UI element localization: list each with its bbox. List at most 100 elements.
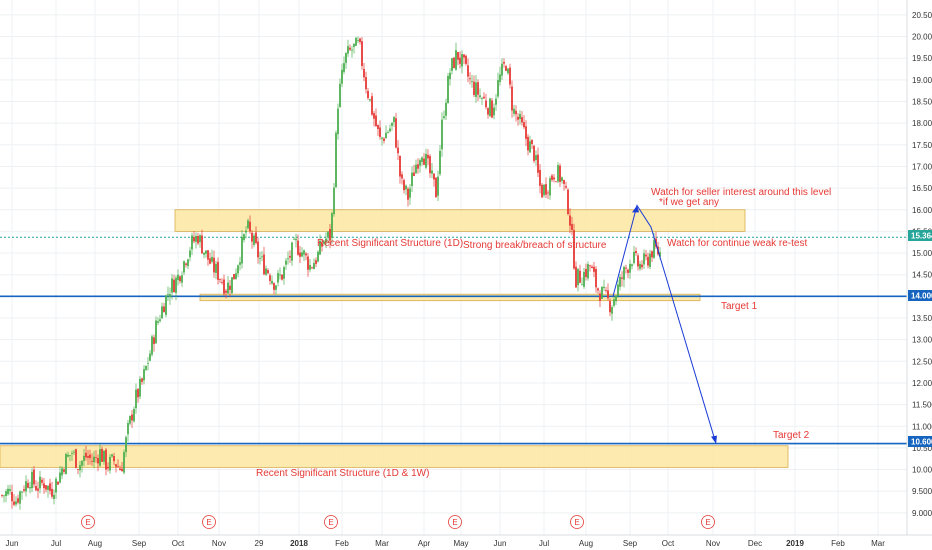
candle-body [451, 58, 453, 71]
projection-path [612, 204, 717, 444]
candle-body [585, 269, 587, 278]
candle-body [45, 485, 47, 490]
candle-body [87, 456, 89, 458]
candle-body [511, 86, 513, 111]
candle-body [289, 255, 291, 258]
candle-body [601, 286, 603, 299]
candle-body [487, 108, 489, 115]
annotation-seller-interest: Watch for seller interest around this le… [651, 187, 831, 198]
candle-body [505, 66, 507, 71]
x-tick-label: Dec [748, 539, 762, 548]
price-tag-target: 10.600 [908, 436, 932, 447]
candle-body [317, 251, 319, 262]
candle-body [267, 270, 269, 274]
candle-body [527, 136, 529, 151]
candle-body [327, 231, 329, 238]
candle-body [183, 261, 185, 273]
candle-body [431, 170, 433, 174]
candle-body [85, 452, 87, 458]
x-tick-label: Sep [132, 539, 147, 548]
candle-body [529, 141, 531, 153]
candle-body [57, 481, 59, 485]
candle-body [373, 113, 375, 119]
candle-body [181, 275, 183, 283]
earnings-marker-circle [324, 515, 338, 529]
y-tick-label: 19.500 [912, 54, 932, 63]
candle-body [613, 299, 615, 306]
projection-peak-arrowhead [632, 205, 639, 213]
price-tag-target-label: 10.600 [911, 438, 932, 447]
x-tick-label: 29 [255, 539, 264, 548]
candle-body [471, 80, 473, 82]
candle-body [65, 453, 67, 475]
candle-body [339, 83, 341, 107]
candle-body [321, 243, 323, 247]
candle-body [245, 230, 247, 233]
candle-body [555, 181, 557, 183]
candle-body [633, 251, 635, 264]
candle-body [499, 74, 501, 82]
candle-body [485, 100, 487, 108]
candle-body [615, 295, 617, 302]
candle-body [497, 80, 499, 97]
candle-body [247, 220, 249, 229]
candle-body [369, 99, 371, 101]
candle-body [477, 82, 479, 95]
candle-body [605, 290, 607, 291]
candle-body [603, 286, 605, 288]
candle-body [641, 264, 643, 268]
structure-zones [0, 209, 789, 468]
candle-body [561, 177, 563, 181]
candle-body [165, 295, 167, 315]
candle-body [381, 137, 383, 139]
candle-body [7, 488, 9, 495]
candle-body [347, 46, 349, 54]
candle-body [121, 468, 123, 472]
candle-body [329, 229, 331, 241]
candle-body [515, 110, 517, 115]
candle-body [319, 240, 321, 255]
candle-body [31, 471, 33, 489]
candle-body [355, 37, 357, 46]
candle-body [133, 408, 135, 422]
candle-body [301, 252, 303, 257]
candle-body [425, 153, 427, 168]
x-axis[interactable]: Jun Jul Aug Sep Oct Nov 29 2018 Feb Mar Apr May Jun J… [6, 539, 886, 548]
candle-body [423, 158, 425, 165]
candle-body [13, 501, 15, 505]
candle-body [587, 264, 589, 279]
candle-body [5, 491, 7, 496]
candle-body [131, 414, 133, 421]
zone-label-1d-1w: Recent Significant Structure (1D & 1W) [256, 468, 429, 479]
candle-body [643, 253, 645, 265]
candle-body [331, 213, 333, 238]
candle-body [597, 288, 599, 291]
candle-body [565, 186, 567, 188]
candle-body [47, 485, 49, 490]
candle-body [483, 96, 485, 99]
candle-body [283, 267, 285, 279]
x-tick-label: Feb [335, 539, 349, 548]
candle-body [315, 260, 317, 264]
candle-body [595, 268, 597, 288]
candle-body [363, 68, 365, 78]
candle-body [3, 495, 5, 497]
x-tick-label: Mar [375, 539, 389, 548]
candle-body [543, 184, 545, 196]
price-tag-support-label: 14.000 [911, 292, 932, 301]
candle-body [71, 453, 73, 454]
candle-body [313, 263, 315, 270]
candle-body [297, 240, 299, 255]
candle-body [443, 116, 445, 119]
candle-body [577, 268, 579, 286]
earnings-marker-label: E [574, 518, 579, 527]
candle-body [157, 321, 159, 323]
candle-body [533, 145, 535, 161]
earnings-marker-label: E [705, 518, 710, 527]
candle-body [387, 132, 389, 133]
candle-body [503, 61, 505, 64]
x-tick-label: Oct [662, 539, 675, 548]
candle-body [115, 464, 117, 467]
candle-body [169, 294, 171, 298]
